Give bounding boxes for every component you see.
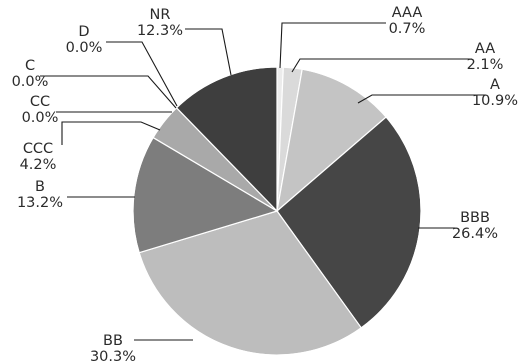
slice-value-cc: 0.0% [22, 110, 59, 126]
leader-line-nr [185, 28, 232, 76]
slice-value-b: 13.2% [17, 195, 63, 211]
slice-label-cc: CC [30, 94, 50, 110]
slice-value-a: 10.9% [472, 93, 518, 109]
slice-value-c: 0.0% [12, 74, 49, 90]
slice-label-aa: AA [475, 41, 495, 57]
slice-label-a: A [490, 77, 500, 93]
slice-label-d: D [78, 24, 89, 40]
leader-line-c [40, 75, 177, 109]
slice-value-ccc: 4.2% [20, 157, 57, 173]
slice-value-aaa: 0.7% [389, 21, 426, 37]
pie-rim [132, 66, 422, 356]
slice-value-bbb: 26.4% [452, 226, 498, 242]
slice-value-d: 0.0% [66, 40, 103, 56]
slice-label-bbb: BBB [460, 210, 490, 226]
slice-label-nr: NR [150, 7, 171, 23]
leader-lines [40, 22, 486, 341]
slice-value-aa: 2.1% [467, 57, 504, 73]
leader-line-aa [291, 58, 472, 73]
leader-line-ccc [61, 121, 161, 145]
pie-slices [132, 66, 422, 356]
slice-label-aaa: AAA [392, 5, 423, 21]
slice-value-bb: 30.3% [90, 349, 136, 361]
slice-label-ccc: CCC [23, 141, 53, 157]
slice-label-c: C [25, 58, 35, 74]
leader-line-d [106, 41, 178, 107]
slice-value-nr: 12.3% [137, 23, 183, 39]
slice-label-b: B [35, 179, 45, 195]
slice-label-bb: BB [103, 333, 123, 349]
leader-line-a [357, 94, 486, 104]
leader-line-aaa [279, 22, 386, 69]
